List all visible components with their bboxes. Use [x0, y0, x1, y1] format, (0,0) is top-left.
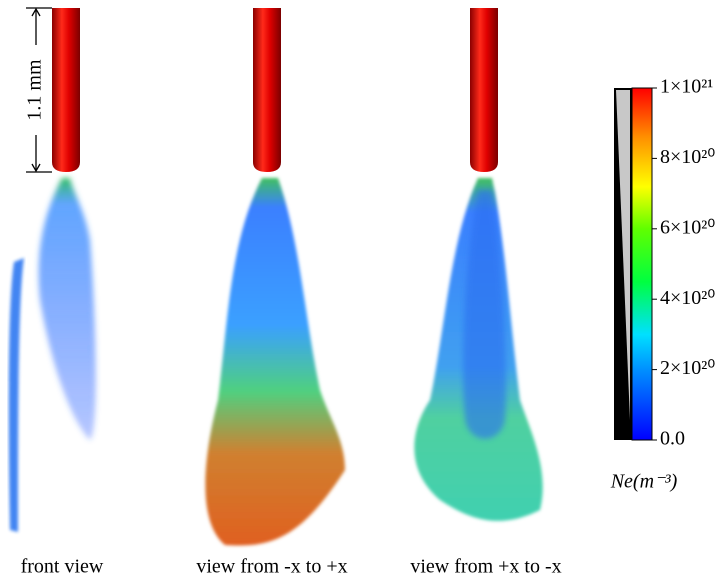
- panel-label: view from +x to -x: [410, 556, 561, 578]
- colorbar-tick-label: 6×10²⁰: [660, 216, 715, 238]
- colorbar-tick-label: 8×10²⁰: [660, 146, 715, 168]
- scale-label: 1.1 mm: [24, 59, 46, 121]
- front-plume: [8, 8, 96, 532]
- panel-label: view from -x to +x: [196, 556, 347, 578]
- panel-label: front view: [21, 556, 104, 578]
- scale-bar: [26, 7, 52, 173]
- colorbar-tick-label: 1×10²¹: [660, 76, 713, 98]
- colorbar-tick-label: 2×10²⁰: [660, 357, 715, 379]
- colorbar-tick-label: 4×10²⁰: [660, 287, 715, 309]
- colorbar-tick-label: 0.0: [660, 428, 685, 450]
- plume-view-2: [205, 8, 345, 546]
- colorbar-label: Ne(m⁻³): [610, 471, 678, 493]
- colorbar: [614, 87, 653, 441]
- plume-view-3: [414, 8, 543, 521]
